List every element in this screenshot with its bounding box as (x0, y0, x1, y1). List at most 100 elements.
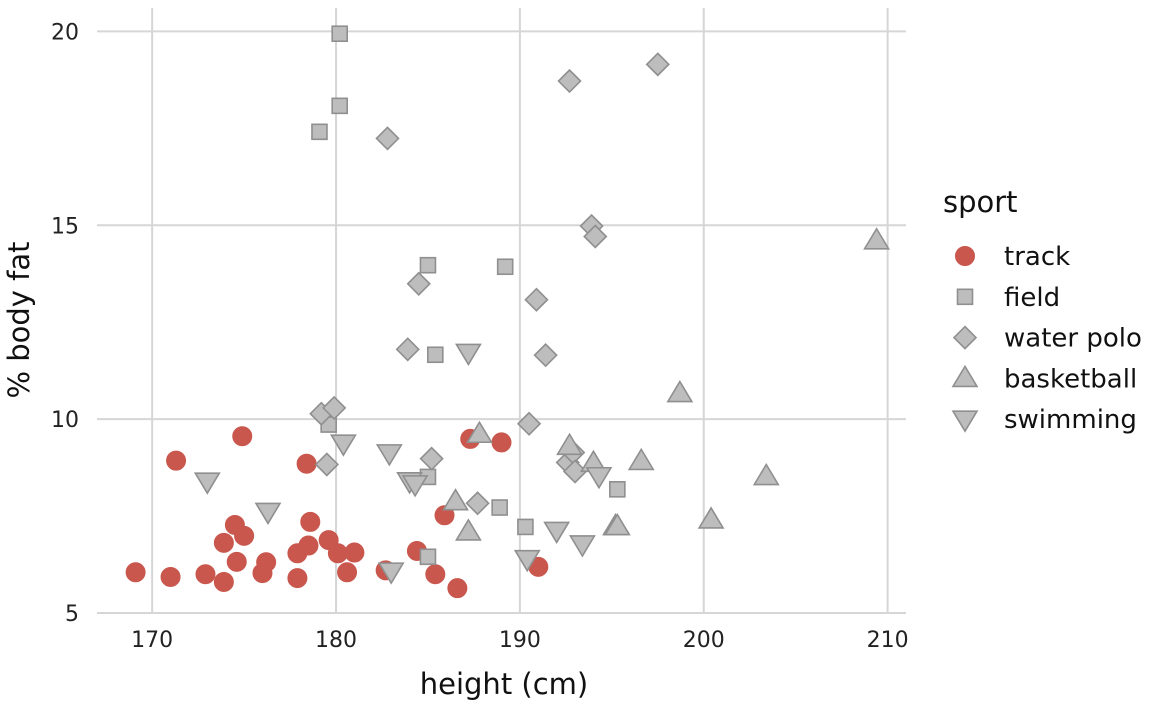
point-track (226, 551, 247, 572)
legend-marker-water-polo (952, 325, 978, 350)
point-field (419, 548, 437, 566)
point-track (300, 511, 321, 532)
legend-label-swimming: swimming (1004, 405, 1137, 435)
legend-item-field: field (956, 283, 1060, 313)
point-swimming (377, 562, 405, 585)
legend-label-track: track (1004, 242, 1070, 272)
point-track (234, 525, 255, 546)
legend-item-swimming: swimming (951, 405, 1137, 435)
point-swimming (543, 521, 571, 544)
y-tick-label: 5 (65, 602, 79, 627)
point-basketball (442, 488, 469, 511)
legend: sport track field water polo basketball swim… (943, 185, 1142, 435)
point-water-polo (533, 343, 558, 368)
series-track (125, 426, 549, 599)
legend-marker-swimming (951, 410, 979, 433)
point-swimming (513, 549, 541, 573)
point-water-polo (645, 52, 670, 77)
point-water-polo (375, 126, 400, 151)
point-swimming (585, 466, 613, 490)
point-water-polo (583, 224, 608, 249)
point-basketball (697, 506, 725, 529)
point-basketball (466, 420, 493, 444)
legend-marker-field (956, 288, 974, 306)
point-water-polo (516, 411, 542, 436)
point-track (447, 578, 468, 599)
point-basketball (627, 447, 655, 471)
point-swimming (401, 475, 429, 498)
x-axis-ticks: 170 180 190 200 210 (131, 628, 908, 653)
grid-lines (97, 8, 906, 614)
point-swimming (254, 502, 282, 525)
x-tick-label: 190 (499, 628, 541, 653)
point-track (232, 426, 253, 447)
point-swimming (193, 472, 221, 495)
point-track (337, 562, 358, 583)
y-tick-label: 15 (51, 214, 79, 239)
point-field (427, 346, 444, 364)
point-track (491, 432, 512, 453)
x-tick-label: 210 (867, 628, 909, 653)
series-water-polo (309, 52, 670, 516)
data-points (125, 25, 890, 599)
y-tick-label: 10 (51, 408, 79, 433)
point-field (491, 499, 508, 516)
point-swimming (375, 444, 403, 467)
point-basketball (603, 512, 631, 536)
legend-label-field: field (1004, 283, 1060, 313)
legend-item-water-polo: water polo (952, 324, 1142, 354)
point-field (331, 25, 349, 43)
series-swimming (193, 343, 613, 585)
legend-item-track: track (955, 242, 1070, 272)
point-field (609, 481, 626, 498)
legend-label-water-polo: water polo (1004, 324, 1142, 354)
point-track (287, 568, 308, 589)
point-water-polo (314, 452, 339, 477)
point-track (434, 505, 455, 526)
point-track (125, 562, 146, 583)
point-track (166, 450, 187, 471)
point-track (213, 532, 234, 553)
point-water-polo (557, 68, 582, 94)
point-track (298, 535, 319, 556)
point-water-polo (524, 287, 549, 312)
point-swimming (329, 434, 357, 457)
point-track (425, 564, 446, 585)
point-water-polo (419, 446, 444, 471)
point-field (311, 123, 328, 141)
legend-marker-track (955, 246, 975, 266)
point-track (344, 542, 365, 563)
y-axis-ticks: 5 10 15 20 (51, 20, 79, 627)
point-swimming (454, 343, 482, 366)
x-tick-label: 180 (315, 628, 357, 653)
point-basketball (666, 379, 694, 403)
point-track (195, 564, 216, 585)
point-water-polo (562, 459, 588, 484)
y-axis-title: % body fat (2, 241, 36, 398)
point-field (496, 258, 514, 276)
point-field (517, 518, 534, 536)
y-tick-label: 20 (51, 20, 79, 45)
point-basketball (454, 518, 482, 541)
series-basketball (442, 227, 890, 541)
point-field (331, 97, 349, 115)
point-basketball (752, 462, 780, 486)
point-water-polo (465, 491, 490, 516)
point-water-polo (395, 337, 420, 362)
point-basketball (863, 227, 890, 250)
x-tick-label: 200 (683, 628, 725, 653)
point-track (213, 571, 234, 592)
point-water-polo (406, 271, 431, 296)
legend-marker-basketball (951, 364, 979, 388)
legend-title: sport (943, 185, 1018, 219)
series-field (311, 25, 626, 566)
point-field (419, 256, 437, 274)
point-swimming (568, 535, 596, 558)
x-axis-title: height (cm) (420, 667, 588, 701)
point-track (256, 552, 277, 573)
legend-item-basketball: basketball (951, 364, 1137, 394)
point-water-polo (322, 395, 347, 421)
point-track (296, 453, 317, 474)
point-track (160, 566, 181, 587)
